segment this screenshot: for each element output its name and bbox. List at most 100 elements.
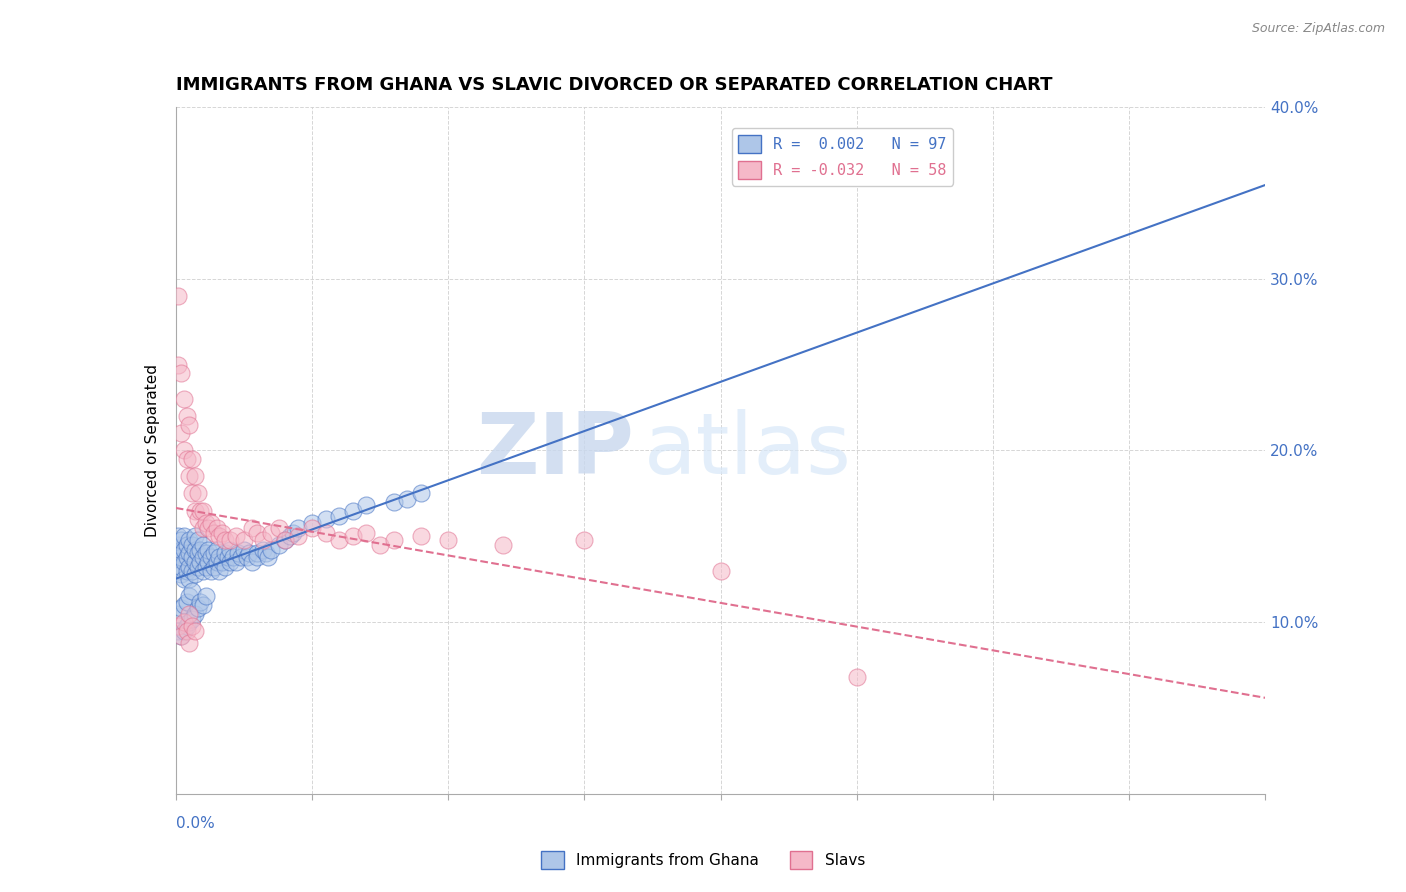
Point — [328, 533, 350, 547]
Point — [173, 555, 195, 569]
Point — [186, 512, 209, 526]
Text: IMMIGRANTS FROM GHANA VS SLAVIC DIVORCED OR SEPARATED CORRELATION CHART: IMMIGRANTS FROM GHANA VS SLAVIC DIVORCED… — [176, 77, 1052, 95]
Point — [202, 546, 225, 561]
Point — [254, 546, 277, 561]
Point — [167, 358, 190, 372]
Point — [179, 546, 201, 561]
Point — [167, 607, 190, 621]
Point — [176, 618, 198, 632]
Point — [437, 533, 460, 547]
Point — [200, 516, 222, 530]
Point — [228, 546, 250, 561]
Point — [167, 289, 190, 303]
Point — [232, 543, 254, 558]
Point — [170, 567, 193, 582]
Point — [179, 533, 201, 547]
Point — [167, 538, 190, 552]
Point — [231, 549, 253, 564]
Point — [287, 521, 309, 535]
Text: ZIP: ZIP — [475, 409, 633, 492]
Point — [219, 543, 242, 558]
Point — [845, 670, 868, 684]
Point — [184, 555, 207, 569]
Point — [409, 486, 432, 500]
Point — [219, 555, 242, 569]
Y-axis label: Divorced or Separated: Divorced or Separated — [145, 364, 160, 537]
Point — [492, 538, 515, 552]
Point — [222, 549, 245, 564]
Point — [208, 529, 231, 543]
Point — [184, 503, 207, 517]
Point — [246, 549, 269, 564]
Point — [396, 491, 419, 506]
Point — [194, 546, 217, 561]
Point — [238, 546, 260, 561]
Point — [170, 549, 193, 564]
Point — [179, 636, 201, 650]
Point — [205, 543, 228, 558]
Point — [181, 486, 204, 500]
Point — [170, 543, 193, 558]
Point — [342, 503, 364, 517]
Point — [188, 543, 211, 558]
Point — [194, 516, 217, 530]
Point — [179, 615, 201, 630]
Point — [167, 618, 190, 632]
Point — [191, 538, 214, 552]
Point — [170, 533, 193, 547]
Point — [170, 560, 193, 574]
Point — [186, 533, 209, 547]
Point — [181, 564, 204, 578]
Text: 0.0%: 0.0% — [176, 816, 215, 830]
Point — [197, 555, 219, 569]
Point — [173, 624, 195, 638]
Point — [184, 529, 207, 543]
Point — [200, 564, 222, 578]
Point — [274, 533, 297, 547]
Point — [191, 564, 214, 578]
Point — [574, 533, 596, 547]
Point — [176, 564, 198, 578]
Point — [179, 572, 201, 586]
Point — [205, 555, 228, 569]
Point — [184, 469, 207, 483]
Point — [176, 452, 198, 467]
Point — [194, 590, 217, 604]
Point — [179, 417, 201, 432]
Point — [176, 624, 198, 638]
Point — [217, 549, 239, 564]
Point — [368, 538, 391, 552]
Point — [184, 624, 207, 638]
Point — [240, 555, 263, 569]
Point — [315, 512, 337, 526]
Legend: Immigrants from Ghana, Slavs: Immigrants from Ghana, Slavs — [534, 845, 872, 875]
Point — [191, 521, 214, 535]
Point — [176, 594, 198, 608]
Point — [176, 549, 198, 564]
Point — [710, 564, 733, 578]
Point — [197, 521, 219, 535]
Point — [202, 525, 225, 540]
Point — [188, 555, 211, 569]
Point — [382, 533, 405, 547]
Text: Source: ZipAtlas.com: Source: ZipAtlas.com — [1251, 22, 1385, 36]
Point — [179, 469, 201, 483]
Point — [225, 555, 247, 569]
Point — [252, 543, 274, 558]
Point — [176, 409, 198, 423]
Point — [184, 543, 207, 558]
Point — [181, 618, 204, 632]
Point — [188, 503, 211, 517]
Point — [342, 529, 364, 543]
Point — [167, 624, 190, 638]
Point — [269, 521, 291, 535]
Point — [409, 529, 432, 543]
Point — [170, 426, 193, 441]
Point — [211, 525, 233, 540]
Point — [181, 538, 204, 552]
Point — [181, 452, 204, 467]
Point — [252, 533, 274, 547]
Point — [191, 598, 214, 612]
Point — [214, 560, 236, 574]
Point — [240, 521, 263, 535]
